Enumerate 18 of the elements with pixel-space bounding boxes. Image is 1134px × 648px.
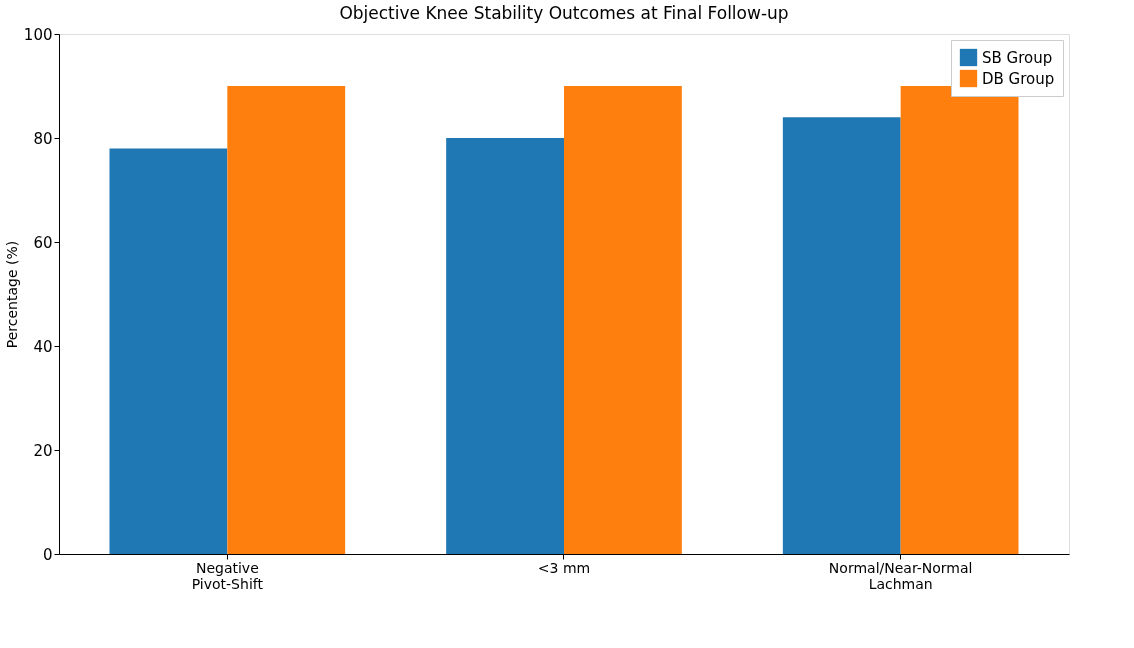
bar [109, 148, 228, 554]
y-tick-label: 0 [42, 545, 53, 564]
bar [564, 86, 682, 554]
chart-title: Objective Knee Stability Outcomes at Final Follow-up [339, 3, 789, 23]
y-tick-label: 100 [23, 25, 53, 44]
y-tick-label: 60 [33, 233, 53, 252]
x-tick-label: <3 mm [537, 559, 591, 576]
y-tick-label: 20 [33, 441, 53, 460]
legend-label: DB Group [982, 69, 1055, 88]
bar [446, 138, 564, 554]
bar [227, 86, 346, 554]
bar [782, 117, 901, 554]
y-tick-label: 40 [33, 337, 53, 356]
x-tick-label: Negative Pivot-Shift [191, 559, 264, 592]
legend-label: SB Group [982, 48, 1053, 67]
x-tick-label: Normal/Near-Normal Lachman [828, 559, 973, 592]
y-tick-label: 80 [33, 129, 53, 148]
y-axis-title: Percentage (%) [3, 240, 20, 349]
